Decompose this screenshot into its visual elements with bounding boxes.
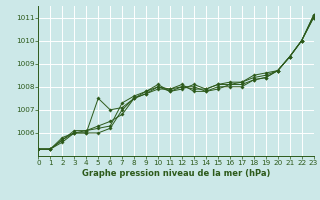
X-axis label: Graphe pression niveau de la mer (hPa): Graphe pression niveau de la mer (hPa) [82, 169, 270, 178]
